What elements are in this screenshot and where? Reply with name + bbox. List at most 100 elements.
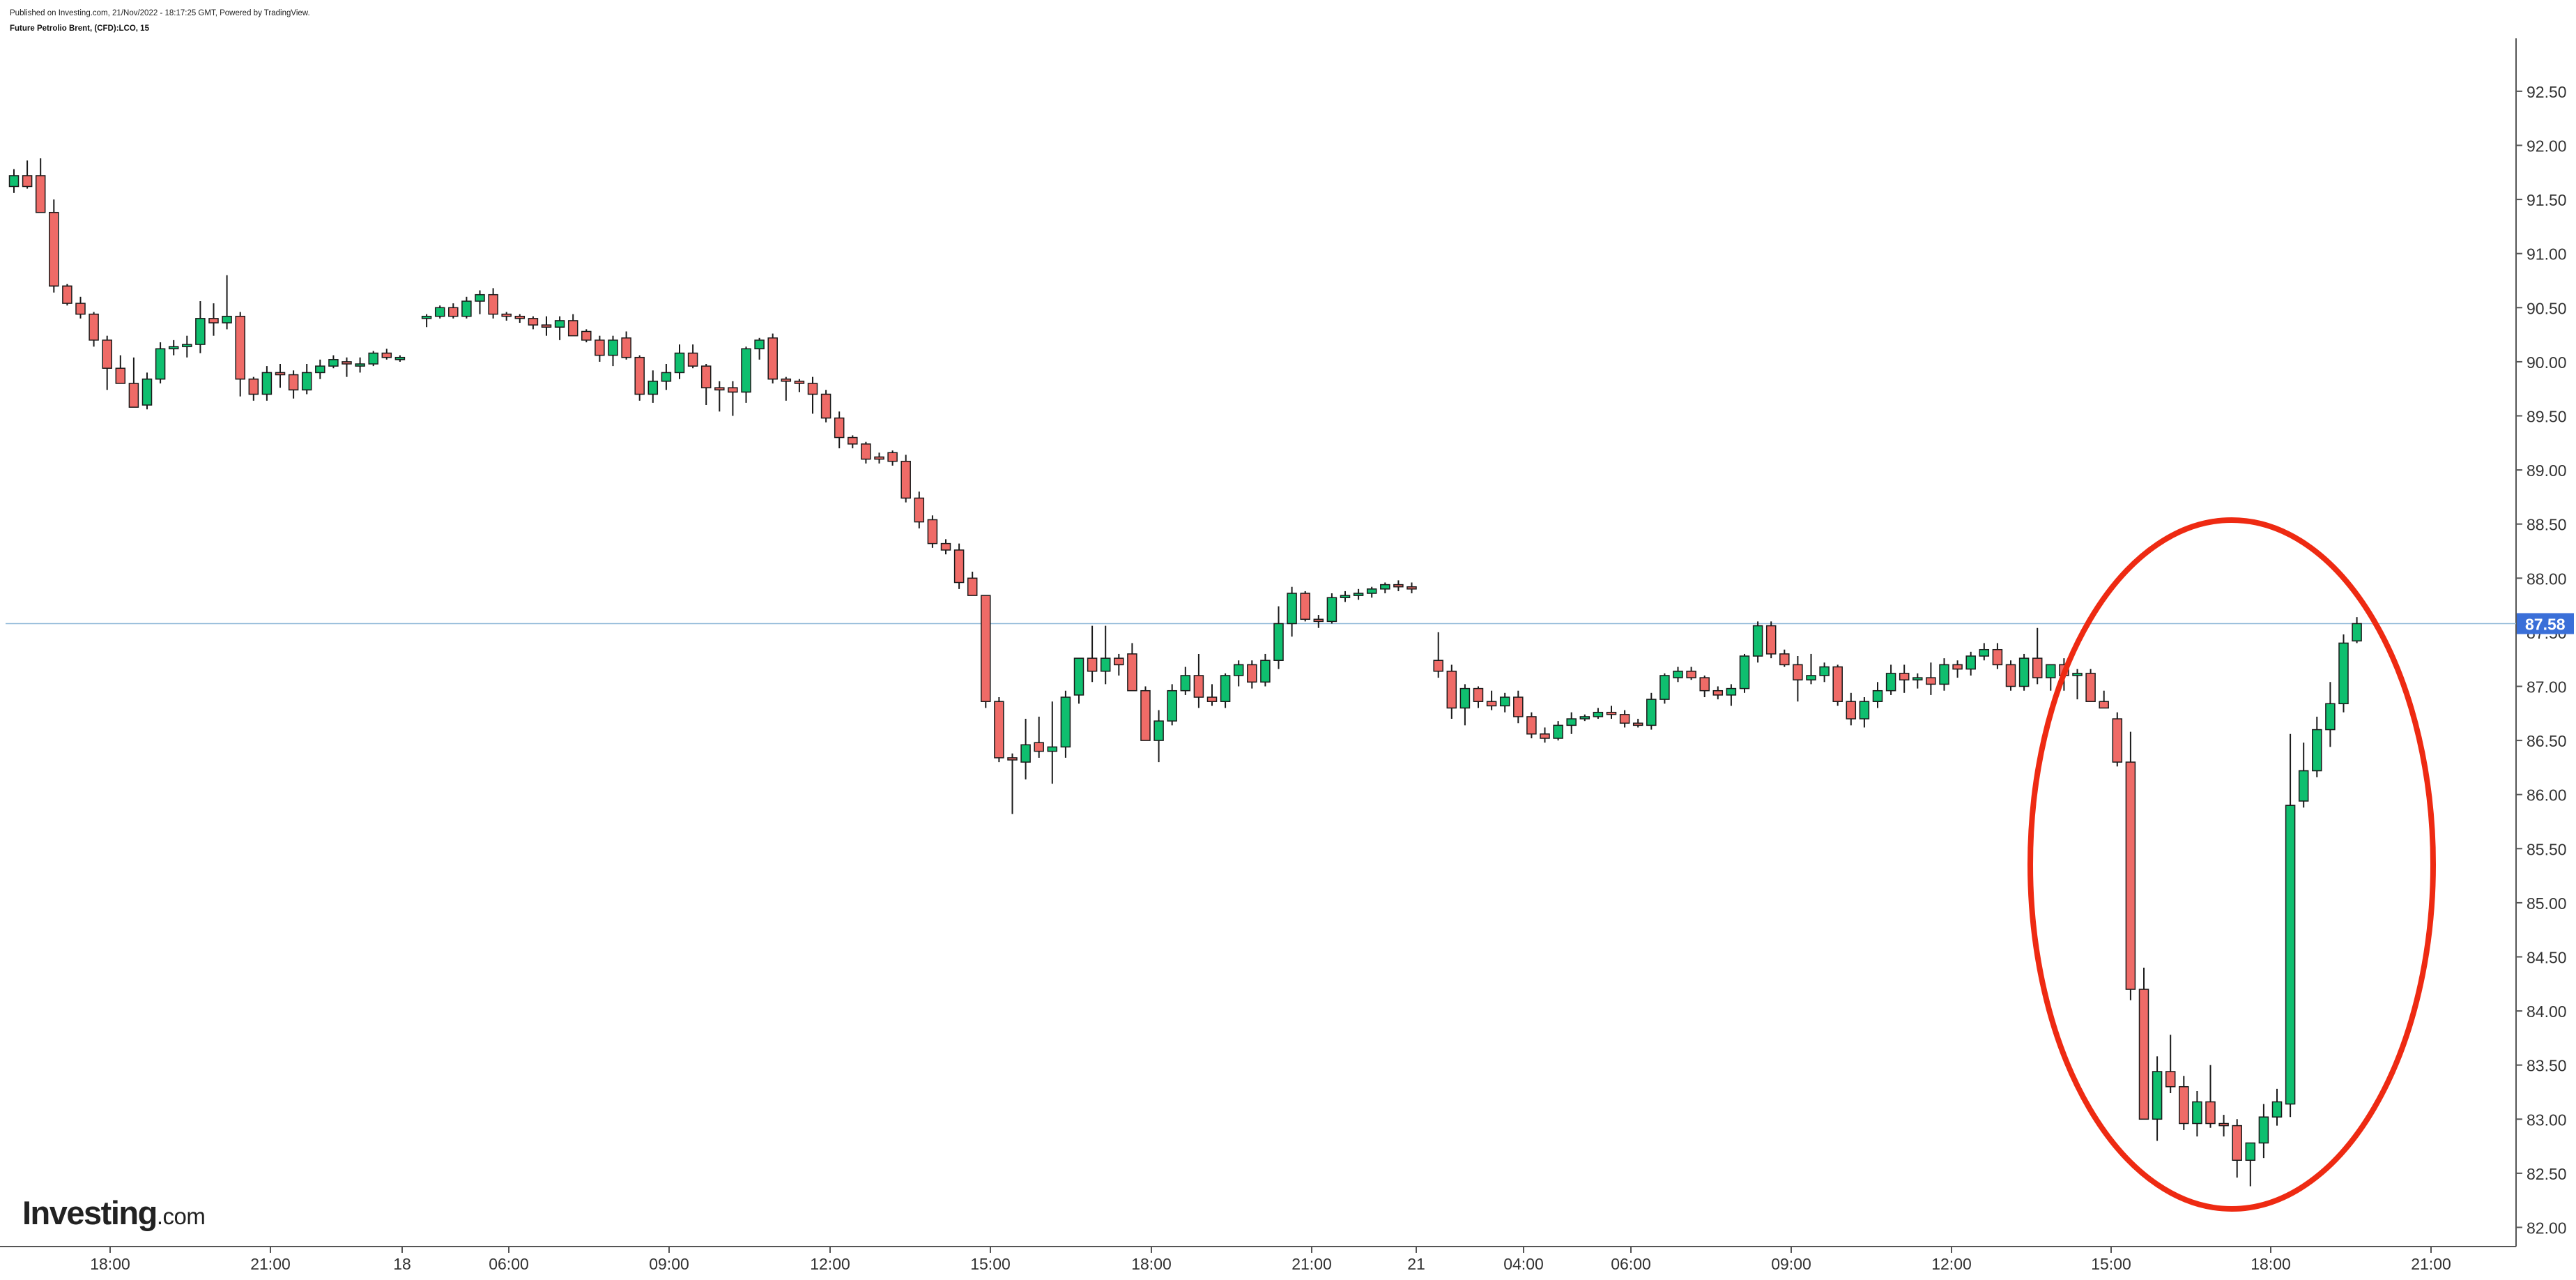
candle-down xyxy=(1007,753,1018,814)
candle-body xyxy=(2352,623,2362,642)
candle-down xyxy=(820,390,831,422)
candle-body xyxy=(222,315,232,323)
candle-up xyxy=(1340,591,1351,602)
candle-up xyxy=(1499,692,1510,713)
candle-body xyxy=(421,315,432,319)
candle-down xyxy=(288,370,299,399)
candle-body xyxy=(35,175,46,213)
candle-body xyxy=(275,372,286,376)
y-tick-label: 92.00 xyxy=(2527,137,2567,155)
candle-body xyxy=(235,315,245,380)
last-price-label: 87.58 xyxy=(2525,615,2566,633)
candle-down xyxy=(1846,692,1857,726)
candle-down xyxy=(874,452,884,464)
candle-body xyxy=(1167,689,1177,722)
candle-body xyxy=(141,378,153,406)
candle-body xyxy=(168,346,179,350)
candle-body xyxy=(2271,1101,2283,1118)
candle-body xyxy=(2138,989,2149,1120)
candle-down xyxy=(62,284,72,306)
candle-body xyxy=(541,324,552,328)
candle-down xyxy=(75,296,86,319)
candle-down xyxy=(1526,712,1537,738)
x-tick-label: 15:00 xyxy=(970,1255,1011,1273)
candle-up xyxy=(1100,625,1111,685)
candle-down xyxy=(940,539,951,555)
candle-down xyxy=(1513,690,1524,724)
candle-down xyxy=(235,312,245,397)
candle-body xyxy=(767,337,778,380)
candle-body xyxy=(608,340,618,356)
candle-body xyxy=(1872,689,1883,702)
candle-body xyxy=(434,307,445,317)
y-tick-label: 91.00 xyxy=(2527,245,2567,264)
candle-body xyxy=(1553,724,1563,739)
candle-down xyxy=(834,411,845,449)
candle-body xyxy=(1087,657,1098,672)
candle-down xyxy=(687,344,698,369)
candle-down xyxy=(900,455,911,503)
candle-up xyxy=(1579,714,1590,722)
candle-body xyxy=(1912,677,1923,680)
y-tick-label: 83.50 xyxy=(2527,1057,2567,1075)
y-tick-label: 90.50 xyxy=(2527,299,2567,317)
candle-up xyxy=(741,346,751,403)
candle-down xyxy=(1393,580,1404,591)
candle-down xyxy=(1832,664,1843,706)
candle-body xyxy=(554,320,565,328)
candle-body xyxy=(1926,677,1936,685)
candle-up xyxy=(2312,716,2322,777)
candle-body xyxy=(781,378,792,382)
candle-body xyxy=(195,318,206,345)
candle-body xyxy=(700,365,712,388)
candle-body xyxy=(1153,720,1164,741)
candle-body xyxy=(528,318,539,326)
candle-body xyxy=(900,460,911,499)
candle-down xyxy=(1193,653,1204,708)
candle-down xyxy=(448,303,459,319)
candle-body xyxy=(1513,696,1524,717)
candle-down xyxy=(621,331,631,360)
candle-down xyxy=(208,303,219,336)
candle-down xyxy=(567,314,578,337)
candle-down xyxy=(2085,669,2096,702)
y-tick-label: 84.00 xyxy=(2527,1003,2567,1021)
candle-down xyxy=(342,357,352,377)
candle-up xyxy=(661,364,672,390)
logo-tld-text: .com xyxy=(156,1203,206,1229)
candle-body xyxy=(514,315,526,319)
candle-down xyxy=(794,379,805,393)
candle-down xyxy=(1087,625,1098,683)
y-tick-label: 87.00 xyxy=(2527,678,2567,696)
candle-body xyxy=(1726,687,1737,696)
candle-up xyxy=(1819,662,1830,683)
candle-body xyxy=(981,595,991,702)
candle-body xyxy=(1646,699,1657,726)
candle-body xyxy=(567,320,578,337)
candle-body xyxy=(62,285,72,304)
candle-down xyxy=(1140,686,1151,741)
candle-down xyxy=(1114,653,1124,676)
y-tick-label: 84.50 xyxy=(2527,949,2567,967)
candle-down xyxy=(1632,719,1643,728)
candle-body xyxy=(1353,593,1364,596)
candle-body xyxy=(1406,586,1417,590)
candle-down xyxy=(728,381,738,416)
candle-body xyxy=(1712,689,1724,696)
candle-body xyxy=(115,367,126,384)
candle-body xyxy=(1859,701,1870,719)
candle-body xyxy=(1752,625,1763,657)
logo-main-text: Investing xyxy=(22,1194,158,1231)
candle-down xyxy=(807,376,818,414)
x-tick-label: 09:00 xyxy=(1771,1255,1811,1273)
y-tick-label: 88.00 xyxy=(2527,570,2567,588)
candle-up xyxy=(2192,1090,2202,1137)
candle-up xyxy=(2152,1056,2163,1141)
candle-down xyxy=(2005,660,2016,691)
candle-body xyxy=(89,313,99,341)
candle-body xyxy=(2032,657,2043,678)
candle-up xyxy=(1726,684,1737,706)
candle-body xyxy=(861,443,871,460)
candle-body xyxy=(1579,716,1590,719)
